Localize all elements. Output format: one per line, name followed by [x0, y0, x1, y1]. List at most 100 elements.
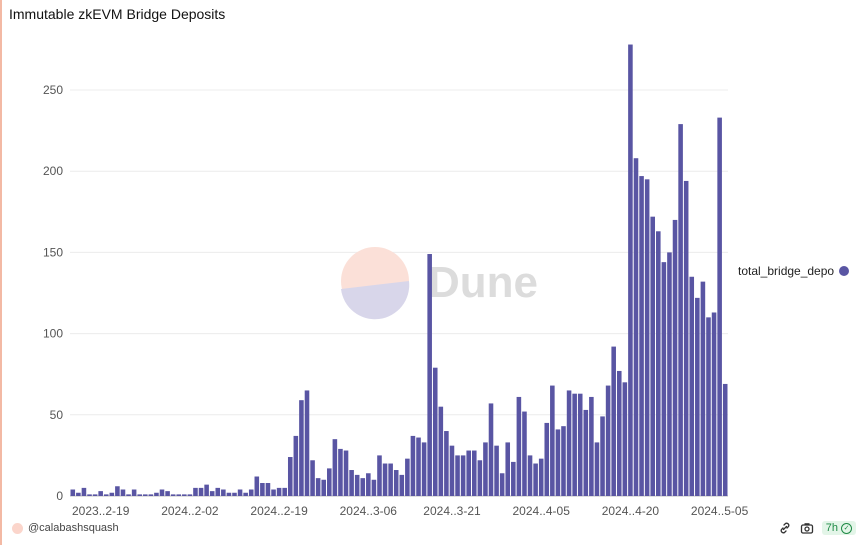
bar[interactable] — [483, 442, 488, 496]
bar[interactable] — [583, 409, 589, 496]
bar[interactable] — [371, 479, 377, 496]
bar[interactable] — [310, 460, 315, 496]
bar[interactable] — [616, 370, 622, 496]
bar[interactable] — [667, 252, 672, 496]
bar[interactable] — [717, 117, 722, 497]
bar[interactable] — [182, 494, 187, 496]
bar[interactable] — [187, 494, 193, 496]
bar[interactable] — [488, 403, 494, 496]
bar[interactable] — [131, 489, 137, 497]
legend[interactable]: total_bridge_depo — [738, 264, 850, 278]
bar[interactable] — [505, 442, 511, 496]
bar[interactable] — [154, 492, 159, 496]
bar[interactable] — [477, 460, 483, 496]
bar[interactable] — [555, 429, 561, 496]
bar[interactable] — [109, 492, 115, 496]
bar[interactable] — [683, 180, 689, 496]
bar[interactable] — [656, 231, 661, 497]
bar[interactable] — [438, 406, 444, 496]
bar[interactable] — [644, 179, 650, 496]
bar[interactable] — [444, 431, 449, 496]
bar[interactable] — [70, 489, 76, 497]
bar[interactable] — [399, 474, 405, 496]
bar[interactable] — [611, 346, 616, 496]
bar[interactable] — [410, 435, 416, 496]
bar[interactable] — [511, 461, 516, 496]
bar[interactable] — [349, 470, 354, 496]
bar[interactable] — [282, 487, 287, 496]
bar[interactable] — [221, 489, 226, 497]
bar[interactable] — [695, 297, 700, 496]
bar[interactable] — [471, 450, 477, 496]
bar[interactable] — [561, 426, 566, 496]
bar[interactable] — [527, 455, 533, 496]
bar[interactable] — [293, 435, 299, 496]
bar[interactable] — [449, 445, 455, 496]
bar[interactable] — [533, 463, 538, 496]
bar[interactable] — [538, 458, 544, 496]
bar[interactable] — [237, 489, 243, 497]
bar[interactable] — [159, 489, 165, 497]
bar[interactable] — [243, 492, 248, 496]
bar[interactable] — [661, 262, 667, 496]
bar[interactable] — [650, 216, 655, 497]
bar[interactable] — [81, 487, 87, 496]
bar[interactable] — [271, 489, 276, 497]
bar[interactable] — [226, 492, 232, 496]
bar[interactable] — [215, 487, 221, 496]
bar[interactable] — [421, 442, 427, 496]
bar[interactable] — [455, 455, 460, 496]
bar[interactable] — [315, 478, 321, 496]
bar[interactable] — [711, 312, 717, 496]
bar[interactable] — [382, 463, 388, 496]
bar[interactable] — [516, 396, 522, 496]
bar[interactable] — [103, 494, 109, 496]
bar[interactable] — [338, 448, 343, 496]
bar[interactable] — [689, 276, 695, 496]
bar[interactable] — [76, 492, 81, 496]
bar[interactable] — [170, 494, 176, 496]
bar[interactable] — [572, 393, 577, 496]
bar[interactable] — [204, 484, 209, 496]
bar[interactable] — [722, 383, 728, 496]
bar[interactable] — [577, 393, 583, 496]
bar[interactable] — [299, 400, 304, 496]
bar[interactable] — [126, 494, 131, 496]
bar[interactable] — [165, 491, 170, 496]
bar[interactable] — [87, 494, 92, 496]
bar[interactable] — [176, 494, 182, 496]
bar[interactable] — [287, 457, 293, 496]
bar[interactable] — [198, 487, 204, 496]
bar[interactable] — [265, 483, 271, 496]
bar[interactable] — [633, 158, 639, 496]
bar[interactable] — [706, 317, 711, 496]
bar[interactable] — [248, 489, 254, 497]
bar[interactable] — [466, 450, 471, 496]
bar[interactable] — [605, 385, 611, 496]
bar[interactable] — [499, 473, 505, 496]
bar[interactable] — [522, 411, 527, 496]
bar[interactable] — [544, 422, 550, 496]
bar[interactable] — [193, 487, 198, 496]
bar[interactable] — [360, 478, 366, 496]
bar[interactable] — [260, 483, 265, 496]
bar[interactable] — [600, 416, 605, 496]
bar[interactable] — [327, 468, 332, 496]
bar[interactable] — [115, 486, 120, 496]
bar[interactable] — [343, 450, 349, 496]
bar[interactable] — [639, 176, 644, 496]
camera-icon[interactable] — [800, 521, 814, 535]
author-link[interactable]: @calabashsquash — [12, 522, 119, 534]
link-icon[interactable] — [778, 521, 792, 535]
bar[interactable] — [332, 439, 338, 496]
bar[interactable] — [460, 455, 466, 496]
bar[interactable] — [594, 442, 600, 496]
bar[interactable] — [366, 473, 371, 496]
bar[interactable] — [137, 494, 142, 496]
bar[interactable] — [416, 437, 421, 496]
bar[interactable] — [589, 396, 594, 496]
bar[interactable] — [254, 476, 260, 496]
bar[interactable] — [550, 385, 555, 496]
bar[interactable] — [209, 491, 215, 496]
bar[interactable] — [120, 489, 126, 497]
